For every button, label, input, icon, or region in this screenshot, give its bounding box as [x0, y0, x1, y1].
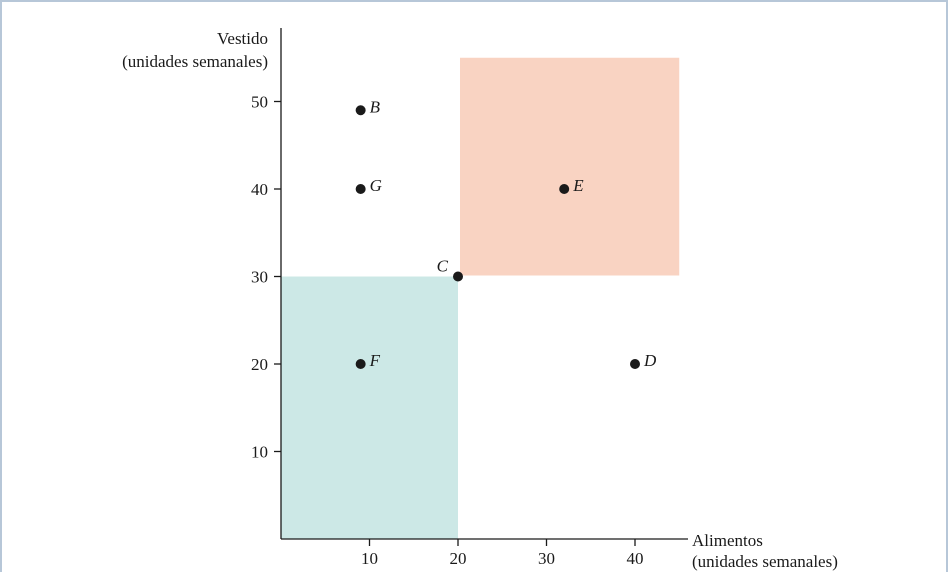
point-G [355, 184, 366, 194]
x-axis-title-line2: (unidades semanales) [692, 552, 838, 571]
points: B G C E F D [355, 97, 657, 370]
point-label-C: C [437, 257, 449, 276]
axes [280, 28, 688, 540]
x-tick-label: 40 [627, 549, 644, 568]
y-tick-label: 30 [251, 268, 268, 287]
y-tick-label: 20 [251, 355, 268, 374]
ticks: 10 20 30 40 10 20 30 40 50 [251, 93, 644, 569]
x-tick-label: 10 [361, 549, 378, 568]
y-tick-label: 40 [251, 180, 268, 199]
region-less-preferred [281, 276, 458, 539]
y-axis-title-line2: (unidades semanales) [122, 52, 268, 71]
y-tick-label: 10 [251, 443, 268, 462]
point-E [559, 184, 570, 194]
y-tick-label: 50 [251, 93, 268, 112]
x-axis-title-line1: Alimentos [692, 531, 763, 550]
point-label-G: G [370, 176, 382, 195]
point-F [355, 359, 366, 369]
x-tick-label: 30 [538, 549, 555, 568]
y-axis-title-line1: Vestido [217, 29, 268, 48]
point-B [355, 105, 366, 116]
regions [281, 57, 680, 539]
point-D [630, 359, 640, 369]
point-label-E: E [572, 176, 584, 195]
point-label-D: D [643, 351, 657, 370]
x-tick-label: 20 [450, 549, 467, 568]
point-label-B: B [370, 97, 381, 116]
point-label-F: F [369, 351, 381, 370]
region-preferred [460, 57, 680, 276]
point-C [453, 271, 463, 282]
